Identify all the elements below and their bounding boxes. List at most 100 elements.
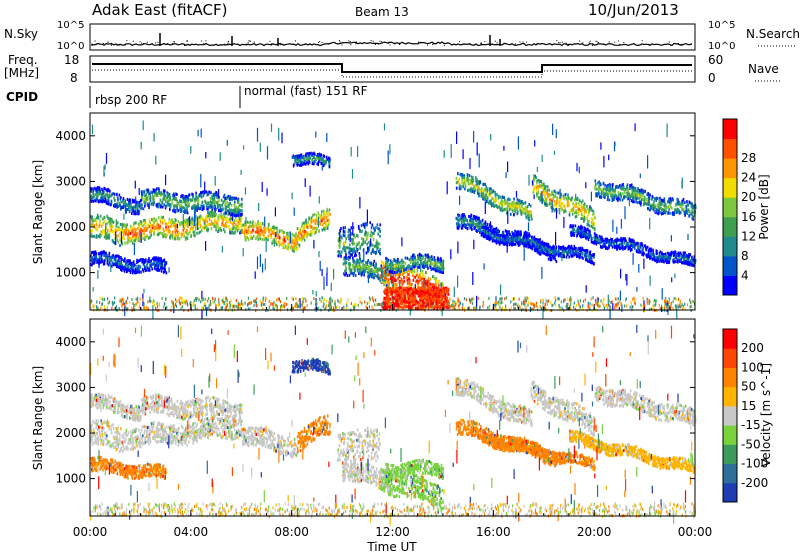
scatter-cell xyxy=(344,273,346,277)
scatter-cell xyxy=(271,241,273,245)
scatter-cell xyxy=(385,269,387,273)
scatter-cell xyxy=(202,194,205,198)
scatter-cell xyxy=(297,234,300,238)
scatter-cell xyxy=(688,210,691,214)
scatter-cell xyxy=(366,223,368,227)
scatter-cell xyxy=(488,234,490,238)
scatter-cell xyxy=(349,249,351,253)
scatter-cell xyxy=(223,224,225,228)
scatter-cell xyxy=(525,205,527,209)
scatter-cell xyxy=(536,181,538,185)
scatter-cell xyxy=(511,230,513,234)
scatter-cell xyxy=(298,244,301,248)
scatter-cell xyxy=(319,222,322,226)
scatter-cell xyxy=(510,212,512,216)
scatter-cell xyxy=(135,235,137,239)
scatter-cell xyxy=(257,221,259,224)
scatter-cell xyxy=(247,238,250,241)
scatter-cell xyxy=(458,178,460,182)
scatter-cell xyxy=(608,188,610,192)
scatter-cell xyxy=(397,257,399,261)
scatter-cell xyxy=(139,222,142,226)
scatter-cell xyxy=(598,180,600,184)
scatter-cell xyxy=(462,184,464,188)
scatter-cell xyxy=(548,196,551,199)
scatter-cell xyxy=(276,231,278,235)
scatter-cell xyxy=(345,237,347,241)
scatter-cell xyxy=(377,277,380,281)
scatter-cell xyxy=(229,228,231,232)
scatter-cell xyxy=(435,283,437,286)
nave-trace xyxy=(92,69,692,78)
scatter-cell xyxy=(102,217,104,221)
scatter-cell xyxy=(542,251,544,255)
scatter-cell xyxy=(126,198,129,201)
scatter-cell xyxy=(129,239,131,243)
scatter-cell xyxy=(379,252,381,256)
scatter-cell xyxy=(123,202,125,206)
scatter-cell xyxy=(103,186,105,190)
scatter-cell xyxy=(201,205,203,209)
scatter-cell xyxy=(348,263,350,267)
scatter-cell xyxy=(184,194,187,198)
scatter-cell xyxy=(196,206,198,209)
scatter-cell xyxy=(377,227,379,231)
scatter-cell xyxy=(391,279,393,283)
scatter-cell xyxy=(343,249,346,252)
scatter-cell xyxy=(518,199,520,203)
scatter-cell xyxy=(348,273,351,277)
scatter-cell xyxy=(434,261,436,265)
scatter-cell xyxy=(408,284,411,288)
scatter-cell xyxy=(561,208,563,212)
scatter-cell xyxy=(418,265,421,269)
scatter-cell xyxy=(350,268,353,272)
scatter-cell xyxy=(126,241,128,245)
scatter-cell xyxy=(634,197,636,200)
scatter-cell xyxy=(407,272,409,276)
scatter-cell xyxy=(461,173,464,177)
scatter-cell xyxy=(342,226,345,230)
scatter-cell xyxy=(257,227,260,231)
scatter-cell xyxy=(162,220,164,223)
scatter-cell xyxy=(190,234,192,238)
scatter-cell xyxy=(478,186,480,190)
scatter-cell xyxy=(503,242,505,246)
scatter-cell xyxy=(373,226,375,230)
scatter-cell xyxy=(546,248,548,252)
scatter-cell xyxy=(196,202,199,206)
scatter-cell xyxy=(246,232,248,236)
scatter-cell xyxy=(246,220,249,224)
scatter-cell xyxy=(459,224,461,228)
scatter-cell xyxy=(378,249,380,253)
scatter-cell xyxy=(417,265,419,269)
scatter-cell xyxy=(612,189,614,193)
scatter-cell xyxy=(516,233,519,237)
scatter-cell xyxy=(233,211,236,215)
scatter-cell xyxy=(344,226,346,230)
scatter-cell xyxy=(551,254,554,258)
scatter-cell xyxy=(204,219,206,223)
scatter-cell xyxy=(502,234,505,238)
scatter-cell xyxy=(663,200,666,204)
scatter-cell xyxy=(611,195,613,199)
scatter-cell xyxy=(593,262,595,266)
scatter-cell xyxy=(464,215,466,219)
scatter-cell xyxy=(369,234,372,237)
scatter-cell xyxy=(681,206,683,210)
scatter-cell xyxy=(401,268,404,272)
scatter-cell xyxy=(160,215,163,219)
scatter-cell xyxy=(342,247,344,251)
scatter-cell xyxy=(375,250,378,254)
scatter-cell xyxy=(570,209,572,213)
scatter-cell xyxy=(558,207,561,211)
scatter-cell xyxy=(149,230,151,234)
scatter-cell xyxy=(201,191,203,195)
scatter-cell xyxy=(305,218,307,222)
scatter-cell xyxy=(525,236,528,240)
scatter-cell xyxy=(184,200,187,204)
scatter-cell xyxy=(419,273,421,277)
scatter-cell xyxy=(180,203,182,207)
scatter-cell xyxy=(360,237,363,240)
scatter-cell xyxy=(660,198,663,202)
